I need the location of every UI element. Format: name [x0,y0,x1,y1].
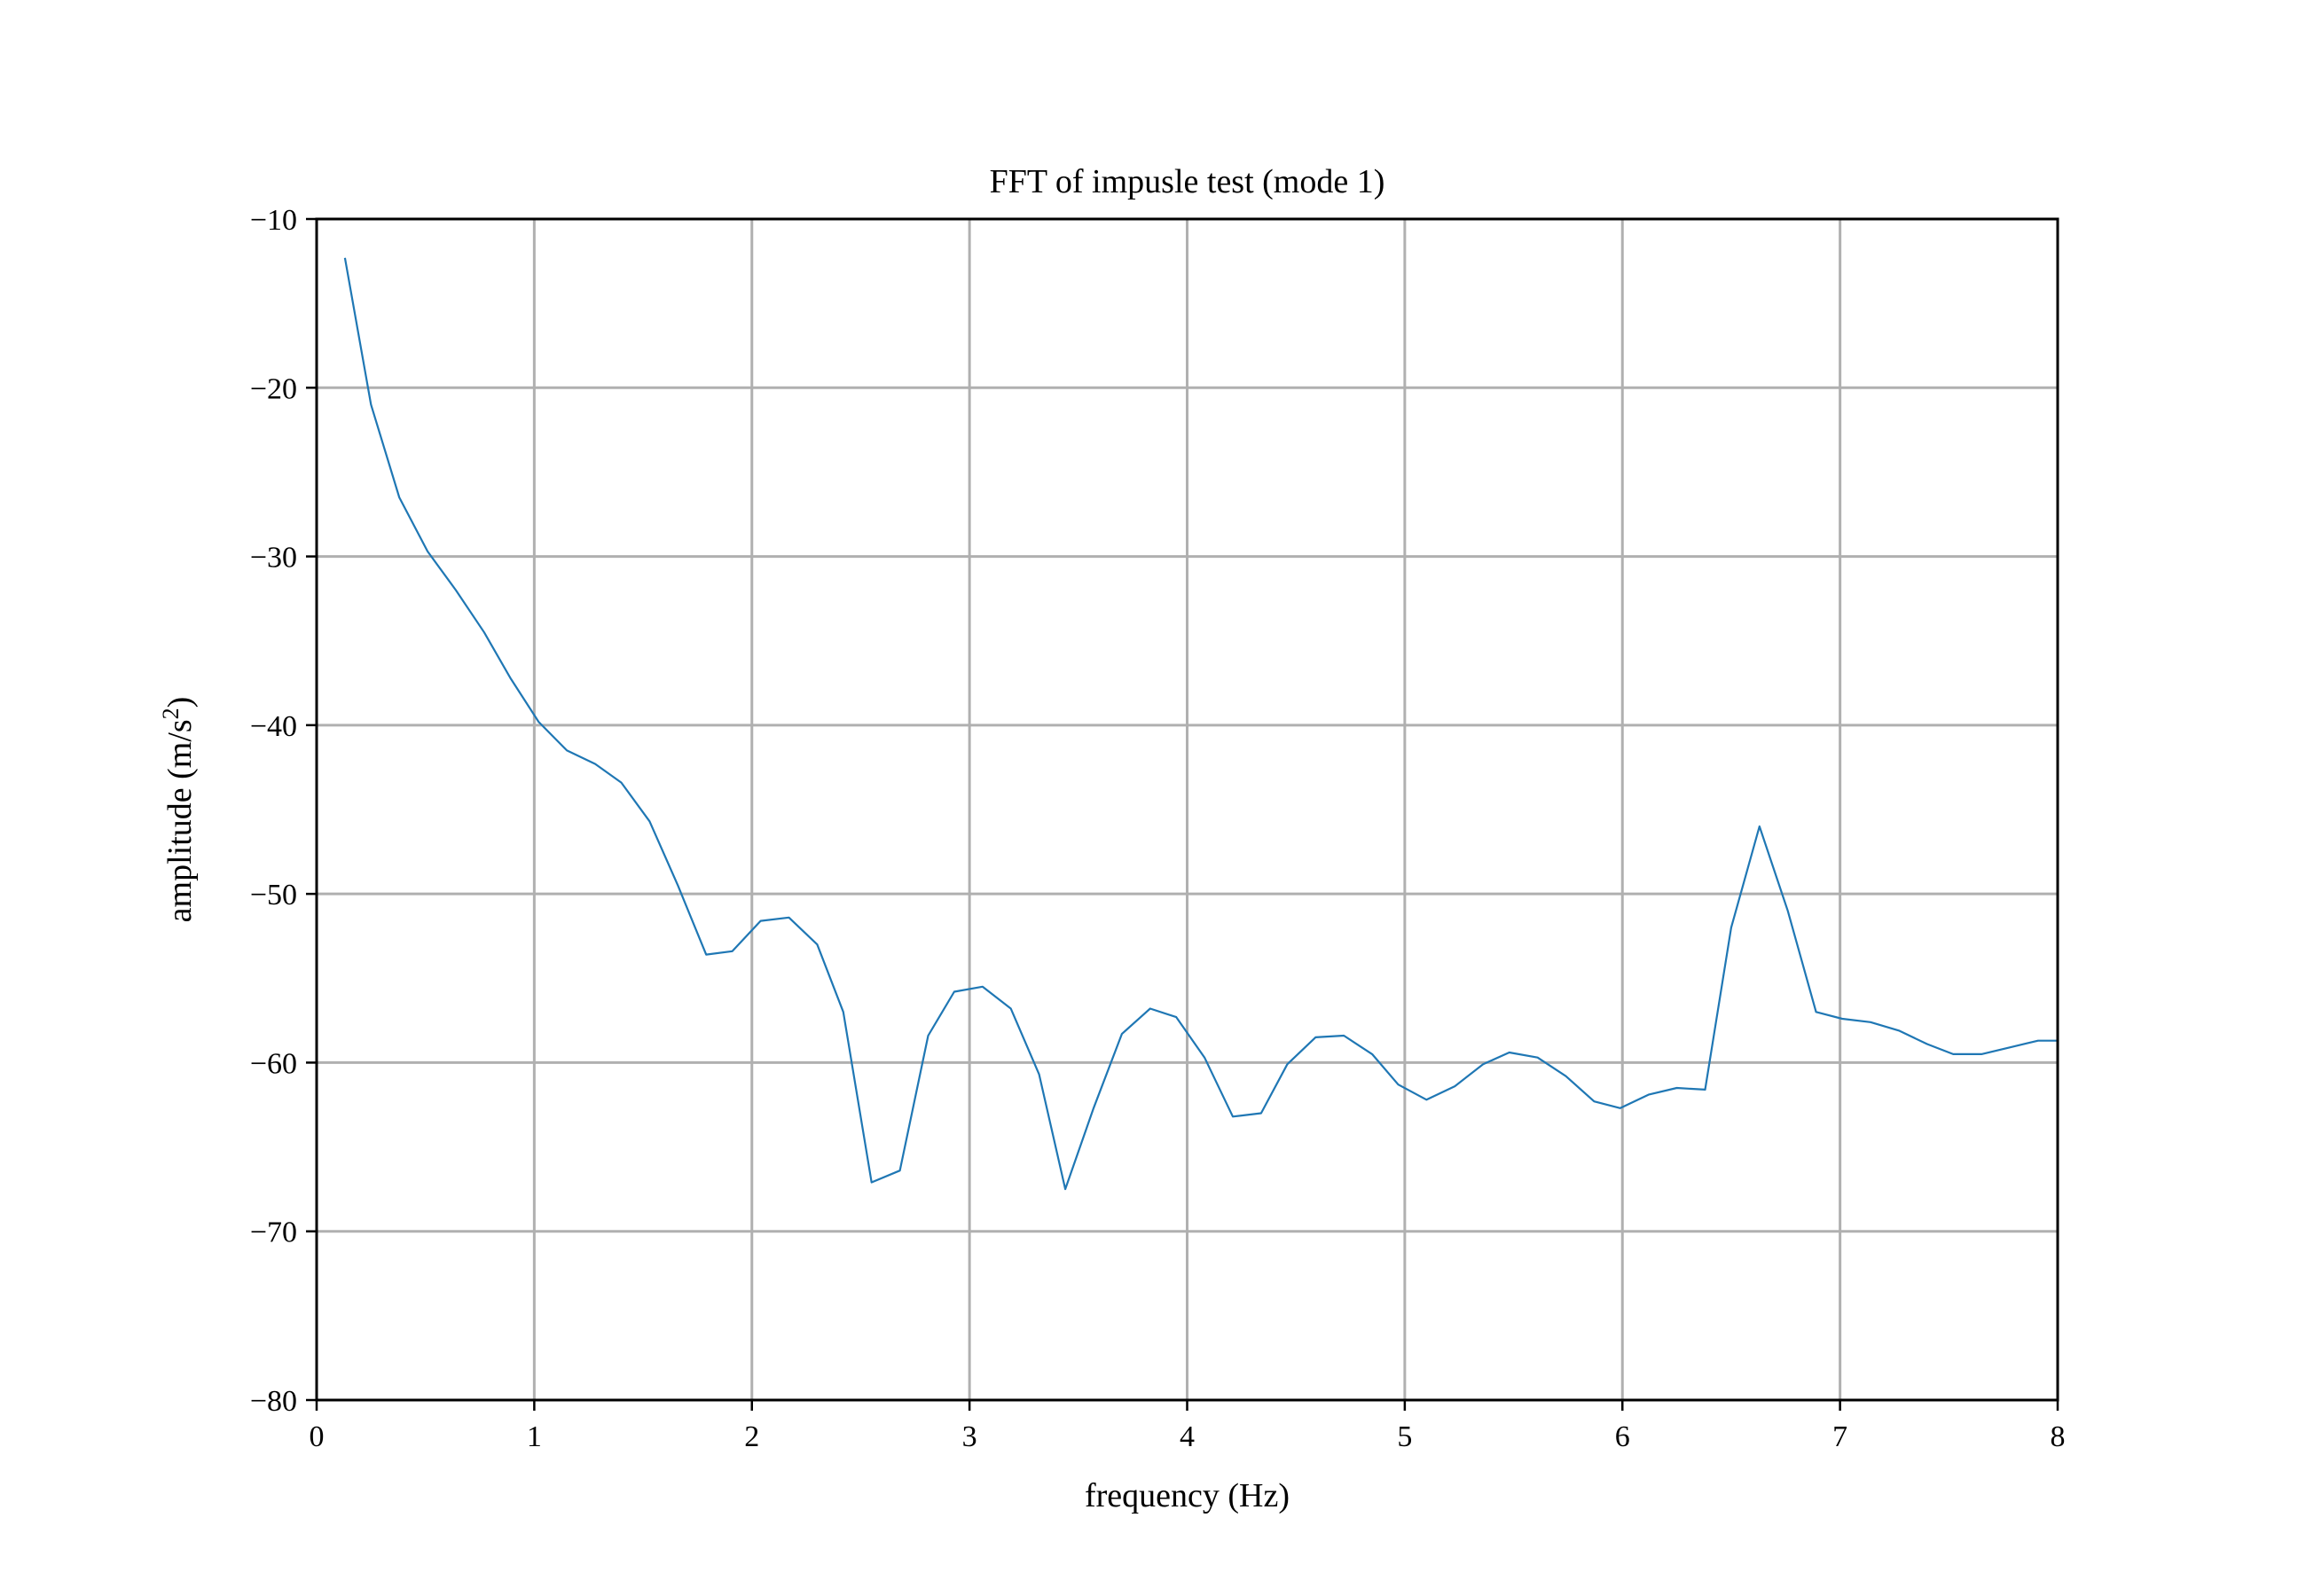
x-tick-label: 5 [1397,1420,1412,1453]
x-tick-label: 1 [527,1420,542,1453]
y-axis-label-superscript: 2 [158,708,184,719]
x-tick-label: 0 [310,1420,325,1453]
y-tick-label: −40 [250,710,297,743]
x-tick-label: 8 [2051,1420,2066,1453]
y-tick-label: −10 [250,204,297,237]
y-tick-label: −20 [250,372,297,405]
series-layer [343,257,2058,1191]
y-tick-label: −30 [250,542,297,575]
y-tick-label: −50 [250,879,297,911]
chart-title: FFT of impusle test (mode 1) [990,163,1385,200]
y-tick-label: −60 [250,1047,297,1080]
x-tick-label: 7 [1832,1420,1847,1453]
series-line [343,257,2058,1191]
x-tick-label: 4 [1180,1420,1195,1453]
x-axis-ticks: 0 1 2 3 4 5 6 7 8 [310,1400,2066,1453]
x-tick-label: 2 [744,1420,759,1453]
y-axis-label-main: amplitude (m/s [161,719,199,922]
x-tick-label: 3 [962,1420,977,1453]
y-tick-label: −80 [250,1385,297,1418]
y-axis-ticks: −80 −70 −60 −50 −40 −30 −20 −10 [250,204,317,1418]
x-axis-label: frequency (Hz) [1085,1477,1290,1514]
y-tick-label: −70 [250,1217,297,1249]
y-axis-label: amplitude (m/s2) [158,697,199,923]
x-tick-label: 6 [1615,1420,1630,1453]
y-axis-label-end: ) [161,697,199,708]
